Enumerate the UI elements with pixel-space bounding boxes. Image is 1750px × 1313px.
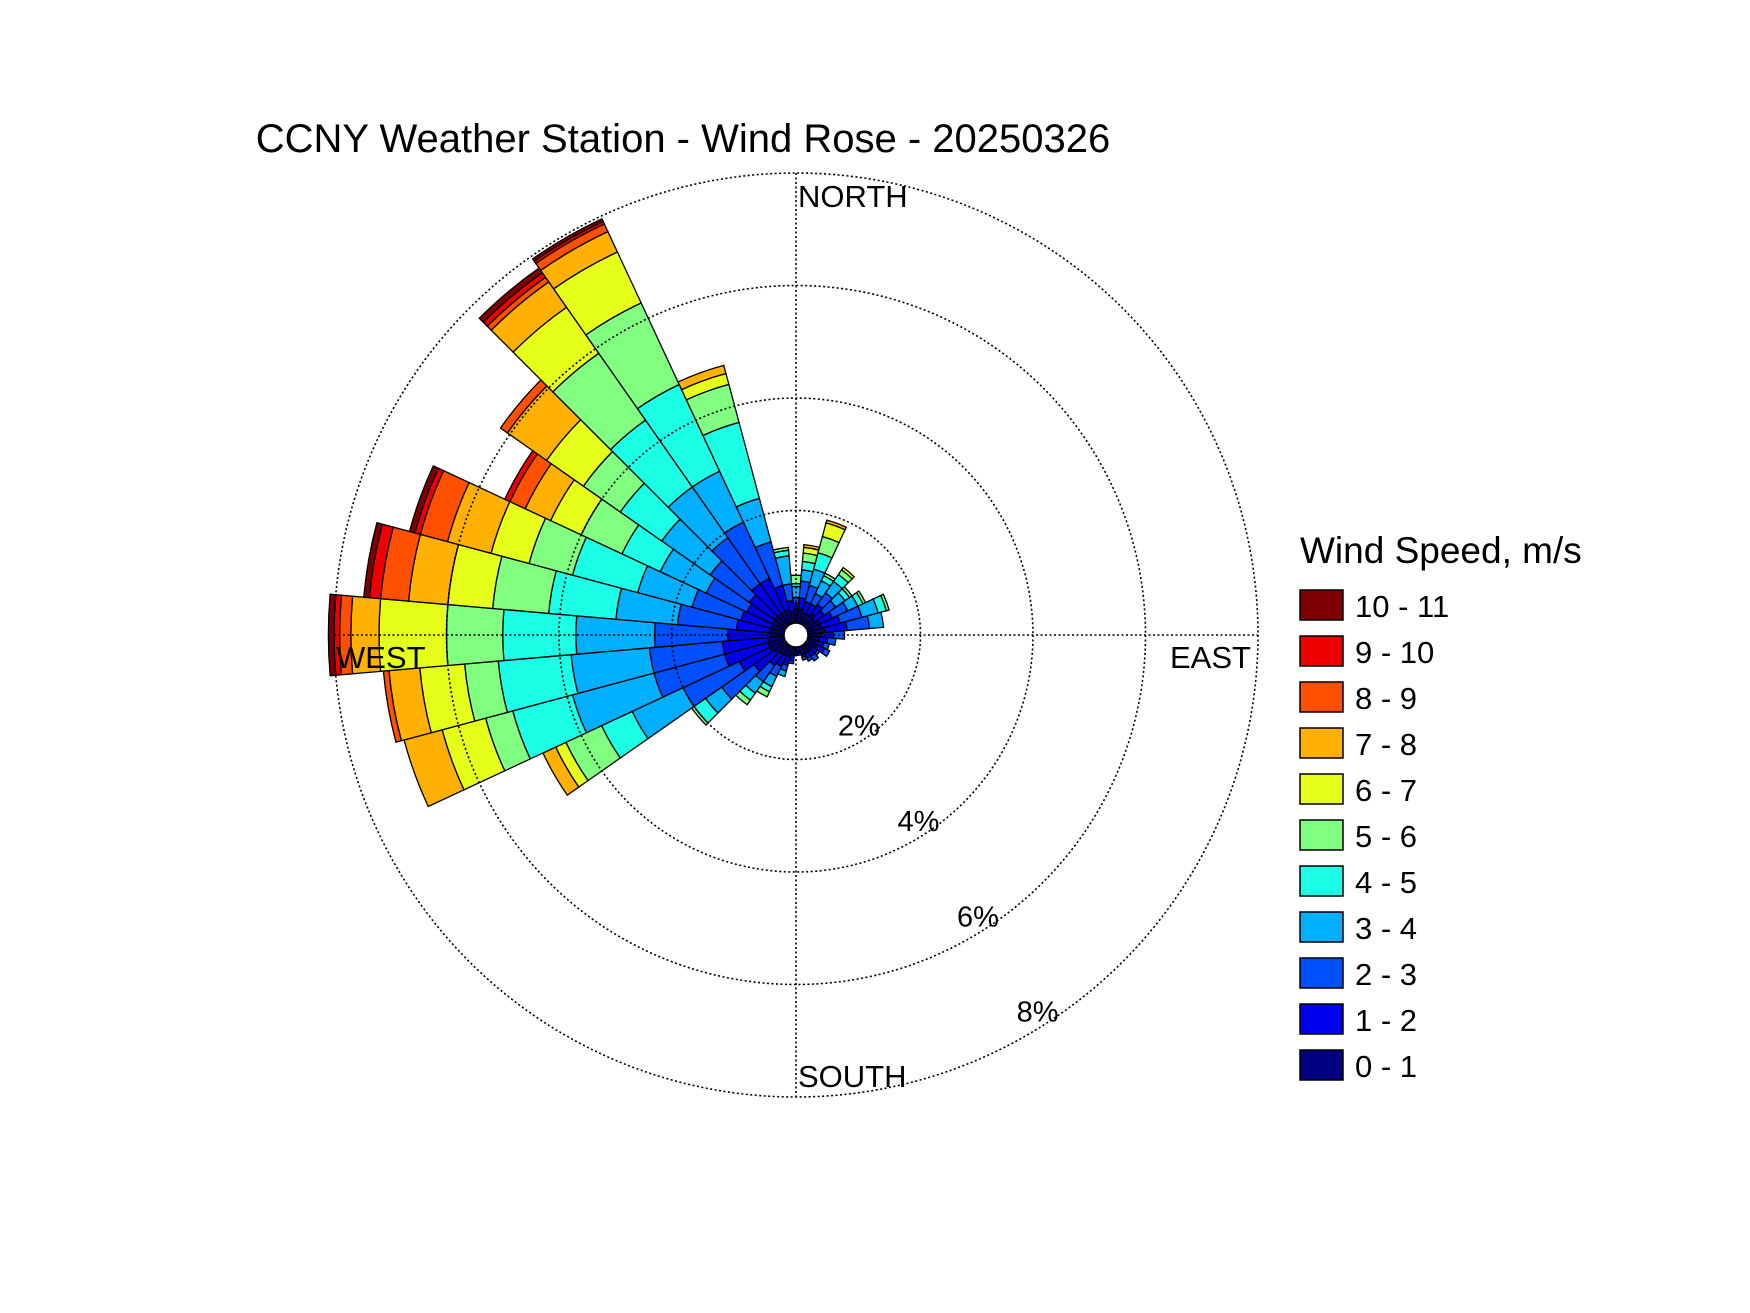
legend-label-0: 10 - 11 xyxy=(1355,589,1449,624)
petal-dir-70-bin-5 xyxy=(879,593,890,612)
south-label: SOUTH xyxy=(798,1059,907,1094)
petal-dir-40-bin-6 xyxy=(840,566,856,580)
ring-label-4: 8% xyxy=(1017,997,1059,1029)
center-hole xyxy=(783,622,809,648)
ring-label-1: 2% xyxy=(838,711,880,743)
ring-label-3: 6% xyxy=(957,901,999,933)
chart-title: CCNY Weather Station - Wind Rose - 20250… xyxy=(256,117,1111,161)
petal-dir-160-bin-2 xyxy=(801,655,808,661)
legend-swatch-6 xyxy=(1299,865,1344,897)
legend-label-7: 3 - 4 xyxy=(1355,911,1417,946)
legend-label-2: 8 - 9 xyxy=(1355,681,1417,716)
legend-label-8: 2 - 3 xyxy=(1355,957,1417,992)
legend-swatch-10 xyxy=(1299,1049,1344,1081)
petal-dir-140-bin-2 xyxy=(810,652,820,662)
legend-swatch-1 xyxy=(1299,635,1344,667)
petal-dir-290-bin-10 xyxy=(408,465,440,534)
petal-dir-80-bin-3 xyxy=(866,611,885,630)
legend-label-3: 7 - 8 xyxy=(1355,727,1417,762)
legend-swatch-8 xyxy=(1299,957,1344,989)
ring-labels: 2% 4% 6% 8% xyxy=(838,711,1059,1029)
east-label: EAST xyxy=(1170,640,1251,675)
legend-label-10: 0 - 1 xyxy=(1355,1049,1417,1084)
legend-label-4: 6 - 7 xyxy=(1355,773,1417,808)
legend-label-6: 4 - 5 xyxy=(1355,865,1417,900)
legend-swatch-3 xyxy=(1299,727,1344,759)
polar-grid xyxy=(333,172,1259,1098)
legend-swatch-4 xyxy=(1299,773,1344,805)
legend-swatch-0 xyxy=(1299,589,1344,621)
petal-dir-150-bin-2 xyxy=(806,655,814,663)
legend-title: Wind Speed, m/s xyxy=(1300,530,1582,571)
petal-dir-20-bin-7 xyxy=(825,519,848,531)
legend-swatch-7 xyxy=(1299,911,1344,943)
petal-dir-120-bin-2 xyxy=(821,647,831,658)
petal-dir-340-bin-7 xyxy=(677,364,727,391)
petal-dir-350-bin-5 xyxy=(772,546,790,554)
petals-group xyxy=(327,217,890,808)
petal-dir-330-bin-10 xyxy=(531,217,604,263)
legend: 10 - 11 9 - 10 8 - 9 7 - 8 6 - 7 5 - 6 4 - 5 3 … xyxy=(1299,589,1449,1084)
legend-swatch-2 xyxy=(1299,681,1344,713)
west-label: WEST xyxy=(336,640,426,675)
legend-swatch-9 xyxy=(1299,1003,1344,1035)
legend-label-1: 9 - 10 xyxy=(1355,635,1434,670)
petal-dir-280-bin-10 xyxy=(363,521,384,599)
north-label: NORTH xyxy=(798,179,908,214)
petal-dir-270-bin-4 xyxy=(502,608,578,662)
ring-label-2: 4% xyxy=(897,806,939,838)
legend-label-9: 1 - 2 xyxy=(1355,1003,1417,1038)
legend-label-5: 5 - 6 xyxy=(1355,819,1417,854)
legend-swatch-5 xyxy=(1299,819,1344,851)
